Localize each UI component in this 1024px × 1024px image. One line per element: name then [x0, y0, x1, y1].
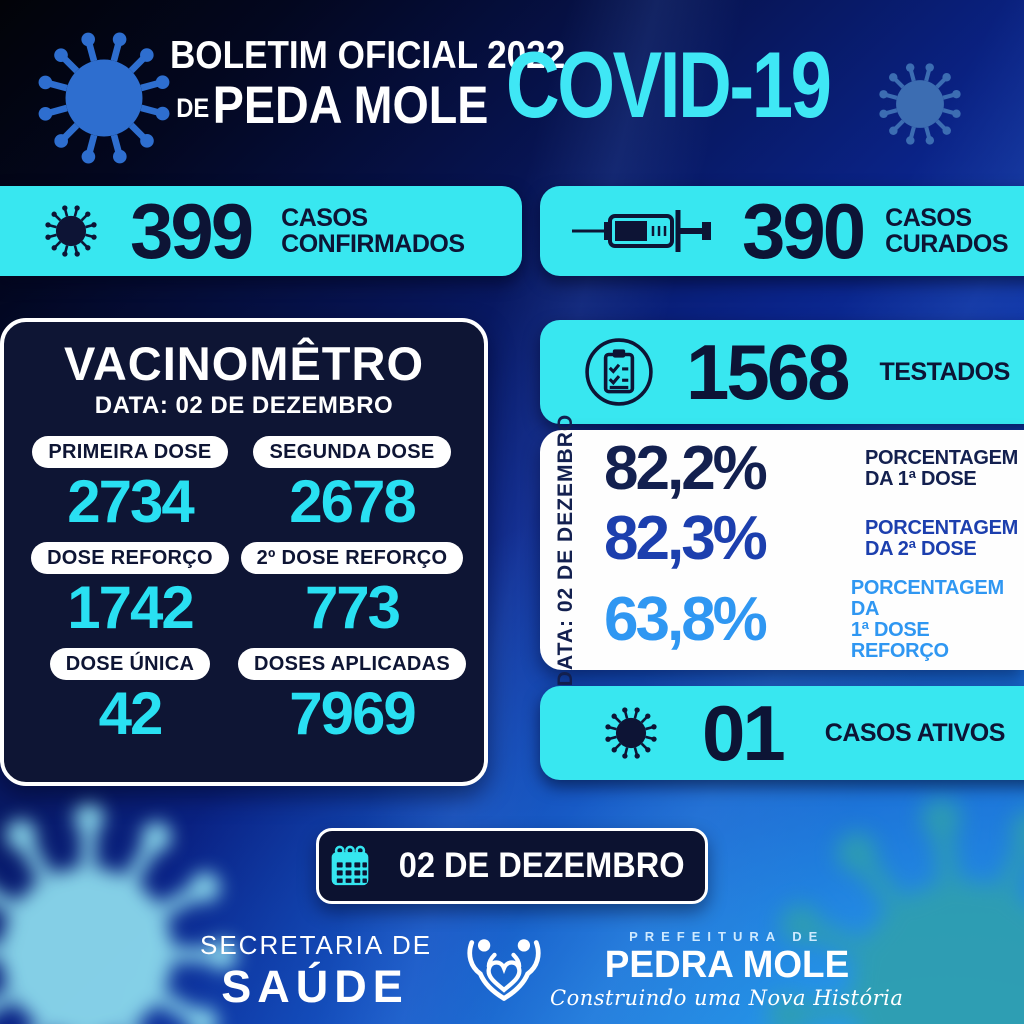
bulletin-title: BOLETIM OFICIAL 2022 DEPEDA MOLE: [148, 36, 565, 132]
tested-label: TESTADOS: [879, 358, 1011, 386]
bulletin-title-line2: DEPEDA MOLE: [176, 79, 488, 132]
dose-value: 42: [98, 680, 164, 747]
percentage-value: 82,3%: [604, 504, 768, 573]
percentages-side-date: DATA: 02 DE DEZEMBRO: [554, 413, 577, 687]
dose-cell-unica: DOSE ÚNICA 42: [22, 648, 238, 744]
percentage-value: 63,8%: [604, 585, 768, 654]
percentage-label: PORCENTAGEM DA 1ª DOSE: [865, 448, 1018, 490]
prefeitura-slogan: Construindo uma Nova História: [550, 986, 904, 1010]
percentage-label-line2: 1ª DOSE REFORÇO: [850, 619, 949, 662]
dose-value: 773: [304, 574, 401, 641]
dose-value: 7969: [289, 680, 416, 747]
cured-label-line1: CASOS: [885, 204, 972, 232]
virus-icon: [42, 202, 100, 260]
confirmed-cases-value: 399: [130, 187, 254, 275]
prefeitura-logo: PREFEITURA DE PEDRA MOLE Construindo uma…: [466, 930, 903, 1009]
percentage-label-line2: DA 1ª DOSE: [865, 468, 977, 490]
clipboard-check-icon: [584, 337, 654, 407]
percentage-row-1: 82,2% PORCENTAGEM DA 1ª DOSE: [604, 438, 1018, 500]
virus-icon: [602, 704, 660, 762]
percentage-label-line2: DA 2ª DOSE: [865, 538, 977, 560]
secretaria-line2: SAÚDE: [221, 961, 409, 1012]
dose-cell-reforco: DOSE REFORÇO 1742: [22, 542, 238, 638]
bulletin-title-city: PEDA MOLE: [212, 76, 489, 135]
prefeitura-name: PEDRA MOLE: [604, 944, 849, 986]
active-cases-value: 01: [702, 689, 786, 777]
dose-grid: PRIMEIRA DOSE 2734 SEGUNDA DOSE 2678 DOS…: [4, 436, 484, 744]
prefeitura-small-label: PREFEITURA DE: [629, 929, 825, 944]
dose-pill-label: DOSE ÚNICA: [49, 648, 211, 680]
secretaria-line1: SECRETARIA DE: [200, 930, 433, 960]
percentage-label: PORCENTAGEM DA 1ª DOSE REFORÇO: [851, 578, 1018, 662]
percentage-label-line1: PORCENTAGEM: [865, 517, 1018, 539]
dose-cell-segunda: SEGUNDA DOSE 2678: [238, 436, 466, 532]
percentages-rows: 82,2% PORCENTAGEM DA 1ª DOSE 82,3% PORCE…: [604, 434, 1018, 666]
cured-cases-card: 390 CASOS CURADOS: [540, 186, 1024, 276]
confirmed-label-line2: CONFIRMADOS: [281, 230, 465, 258]
covid-19-title: COVID-19: [506, 32, 832, 137]
dose-value: 2734: [67, 468, 194, 535]
bulletin-title-line1: BOLETIM OFICIAL 2022: [169, 34, 566, 77]
confirmed-label-line1: CASOS: [281, 204, 368, 232]
calendar-icon: [328, 844, 372, 888]
percentage-row-3: 63,8% PORCENTAGEM DA 1ª DOSE REFORÇO: [604, 578, 1018, 662]
dose-cell-aplicadas: DOSES APLICADAS 7969: [237, 648, 466, 747]
cured-label-line2: CURADOS: [885, 230, 1009, 258]
secretaria-saude-block: SECRETARIA DE SAÚDE: [200, 932, 430, 1009]
bulletin-title-de: DE: [175, 93, 209, 123]
virus-icon: [874, 58, 966, 150]
dose-pill-label: PRIMEIRA DOSE: [32, 436, 228, 468]
dose-pill-label: SEGUNDA DOSE: [253, 436, 451, 468]
cured-cases-label: CASOS CURADOS: [885, 205, 1008, 257]
vacinometro-date: DATA: 02 DE DEZEMBRO: [94, 392, 394, 419]
percentage-label-line1: PORCENTAGEM: [865, 447, 1018, 469]
virus-icon: [30, 24, 178, 172]
dose-pill-label: 2º DOSE REFORÇO: [240, 542, 464, 574]
percentage-row-2: 82,3% PORCENTAGEM DA 2ª DOSE: [604, 508, 1018, 570]
dose-cell-2-reforco: 2º DOSE REFORÇO 773: [238, 542, 466, 638]
tested-card: 1568 TESTADOS: [540, 320, 1024, 424]
dose-cell-primeira: PRIMEIRA DOSE 2734: [22, 436, 238, 532]
percentages-card: DATA: 02 DE DEZEMBRO 82,2% PORCENTAGEM D…: [540, 414, 1024, 686]
confirmed-cases-card: 399 CASOS CONFIRMADOS: [0, 186, 522, 276]
dose-pill-label: DOSE REFORÇO: [31, 542, 229, 574]
cured-cases-value: 390: [742, 187, 866, 275]
percentage-label-line1: PORCENTAGEM DA: [850, 577, 1004, 620]
confirmed-cases-label: CASOS CONFIRMADOS: [281, 204, 465, 258]
active-cases-label: CASOS ATIVOS: [824, 719, 1006, 747]
tested-value: 1568: [686, 328, 851, 416]
date-badge-label: 02 DE DEZEMBRO: [399, 846, 685, 885]
percentage-label: PORCENTAGEM DA 2ª DOSE: [865, 518, 1018, 560]
dose-value: 2678: [289, 468, 416, 535]
dose-pill-label: DOSES APLICADAS: [237, 648, 466, 680]
active-cases-card: 01 CASOS ATIVOS: [540, 686, 1024, 780]
heart-people-icon: [466, 934, 542, 1006]
percentage-value: 82,2%: [604, 434, 768, 503]
prefeitura-text: PREFEITURA DE PEDRA MOLE Construindo uma…: [550, 930, 903, 1009]
syringe-icon: [570, 203, 720, 259]
date-badge: 02 DE DEZEMBRO: [316, 828, 708, 904]
vacinometro-title: VACINOMÊTRO: [63, 337, 424, 390]
vacinometro-panel: VACINOMÊTRO DATA: 02 DE DEZEMBRO PRIMEIR…: [0, 318, 488, 786]
dose-value: 1742: [67, 574, 194, 641]
